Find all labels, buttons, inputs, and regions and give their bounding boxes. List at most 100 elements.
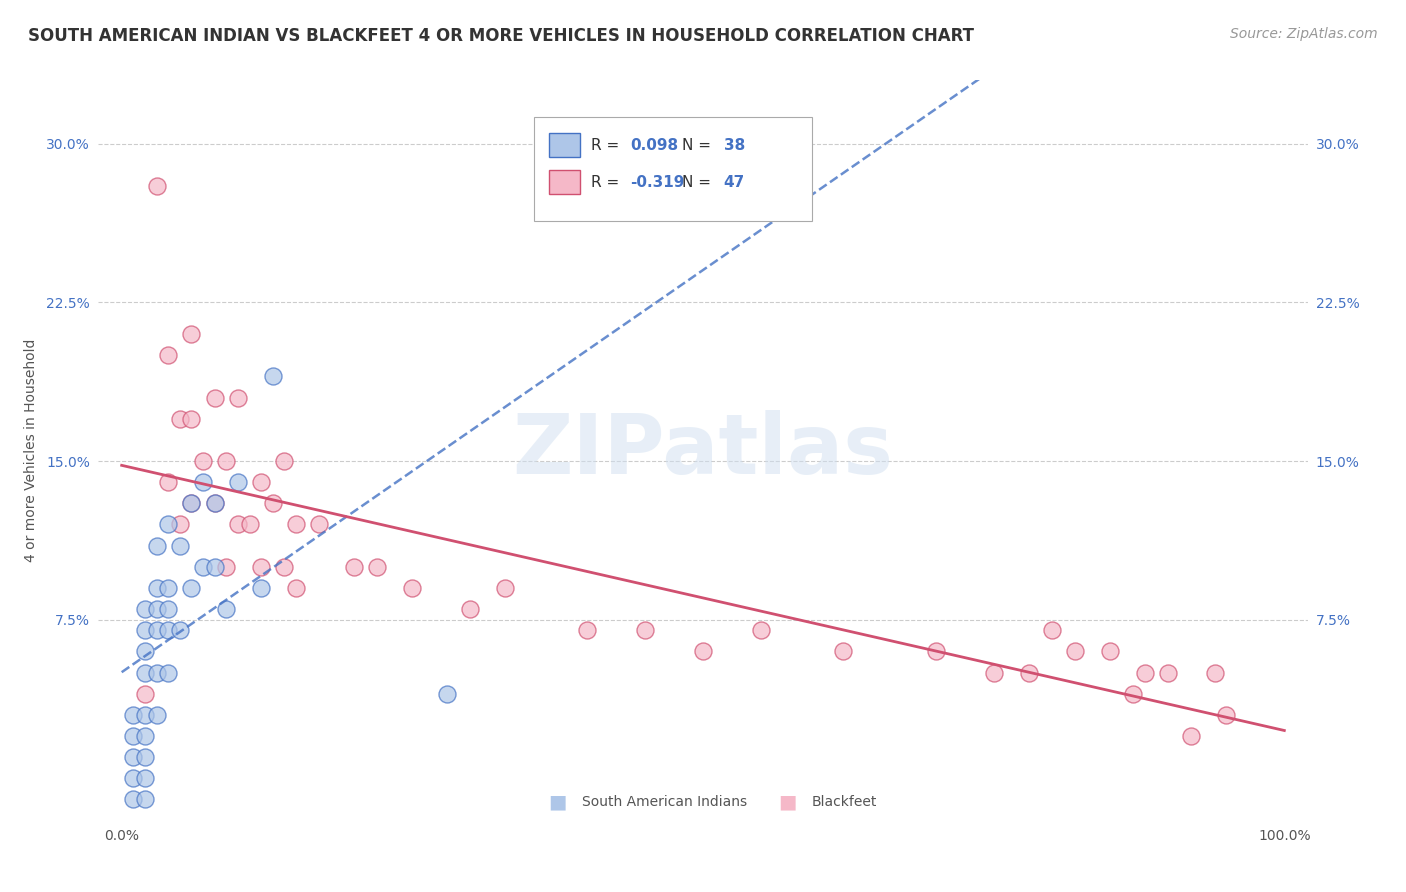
- Point: [134, 729, 156, 743]
- Text: 47: 47: [724, 175, 745, 190]
- Text: 0.098: 0.098: [630, 138, 679, 153]
- Point: [122, 772, 145, 786]
- Point: [1204, 665, 1226, 680]
- Point: [145, 602, 167, 616]
- Point: [134, 772, 156, 786]
- Point: [134, 750, 156, 764]
- Point: [145, 707, 167, 722]
- Point: [191, 454, 214, 468]
- Text: SOUTH AMERICAN INDIAN VS BLACKFEET 4 OR MORE VEHICLES IN HOUSEHOLD CORRELATION C: SOUTH AMERICAN INDIAN VS BLACKFEET 4 OR …: [28, 27, 974, 45]
- Point: [134, 644, 156, 658]
- Point: [250, 581, 273, 595]
- Point: [366, 559, 388, 574]
- Point: [122, 792, 145, 806]
- FancyBboxPatch shape: [534, 118, 811, 221]
- Point: [145, 539, 167, 553]
- Point: [180, 496, 202, 510]
- Point: [145, 179, 167, 194]
- Point: [285, 517, 308, 532]
- Point: [924, 644, 946, 658]
- Point: [273, 559, 295, 574]
- Point: [122, 729, 145, 743]
- Text: N =: N =: [682, 175, 716, 190]
- Point: [180, 581, 202, 595]
- Point: [226, 391, 249, 405]
- Point: [204, 559, 226, 574]
- Text: South American Indians: South American Indians: [582, 795, 747, 809]
- Text: Source: ZipAtlas.com: Source: ZipAtlas.com: [1230, 27, 1378, 41]
- Point: [831, 644, 853, 658]
- Point: [226, 475, 249, 490]
- Point: [749, 624, 772, 638]
- Point: [134, 665, 156, 680]
- Point: [1064, 644, 1087, 658]
- Point: [157, 665, 180, 680]
- Point: [134, 792, 156, 806]
- Point: [180, 496, 202, 510]
- Point: [157, 602, 180, 616]
- Point: [157, 517, 180, 532]
- Point: [204, 496, 226, 510]
- Point: [134, 687, 156, 701]
- Point: [226, 517, 249, 532]
- Point: [215, 559, 238, 574]
- Text: Blackfeet: Blackfeet: [811, 795, 877, 809]
- Point: [157, 475, 180, 490]
- Point: [145, 624, 167, 638]
- Point: [460, 602, 482, 616]
- Point: [262, 496, 284, 510]
- Point: [1018, 665, 1040, 680]
- Point: [634, 624, 657, 638]
- Text: R =: R =: [591, 175, 624, 190]
- FancyBboxPatch shape: [550, 169, 579, 194]
- Point: [122, 750, 145, 764]
- Text: 38: 38: [724, 138, 745, 153]
- Point: [1215, 707, 1237, 722]
- Text: ■: ■: [548, 793, 567, 812]
- Point: [343, 559, 366, 574]
- Point: [169, 517, 191, 532]
- Point: [575, 624, 598, 638]
- Point: [157, 581, 180, 595]
- Point: [401, 581, 423, 595]
- Point: [134, 624, 156, 638]
- Point: [204, 496, 226, 510]
- Point: [169, 624, 191, 638]
- Point: [157, 624, 180, 638]
- FancyBboxPatch shape: [550, 133, 579, 156]
- Point: [308, 517, 330, 532]
- Point: [145, 665, 167, 680]
- Point: [145, 581, 167, 595]
- Text: -0.319: -0.319: [630, 175, 685, 190]
- Point: [215, 454, 238, 468]
- Text: R =: R =: [591, 138, 624, 153]
- Y-axis label: 4 or more Vehicles in Household: 4 or more Vehicles in Household: [24, 339, 38, 562]
- Point: [180, 411, 202, 425]
- Point: [250, 559, 273, 574]
- Text: ■: ■: [779, 793, 797, 812]
- Point: [262, 369, 284, 384]
- Point: [250, 475, 273, 490]
- Point: [1157, 665, 1180, 680]
- Point: [191, 559, 214, 574]
- Point: [983, 665, 1005, 680]
- Text: N =: N =: [682, 138, 716, 153]
- Point: [157, 348, 180, 362]
- Text: ZIPatlas: ZIPatlas: [513, 410, 893, 491]
- Point: [273, 454, 295, 468]
- Point: [1098, 644, 1121, 658]
- Point: [215, 602, 238, 616]
- Point: [494, 581, 516, 595]
- Point: [204, 391, 226, 405]
- Point: [239, 517, 262, 532]
- Point: [169, 539, 191, 553]
- Point: [436, 687, 458, 701]
- Point: [1180, 729, 1202, 743]
- Point: [285, 581, 308, 595]
- Point: [180, 327, 202, 342]
- Point: [1040, 624, 1063, 638]
- Point: [134, 602, 156, 616]
- Point: [1122, 687, 1144, 701]
- Point: [169, 411, 191, 425]
- Point: [191, 475, 214, 490]
